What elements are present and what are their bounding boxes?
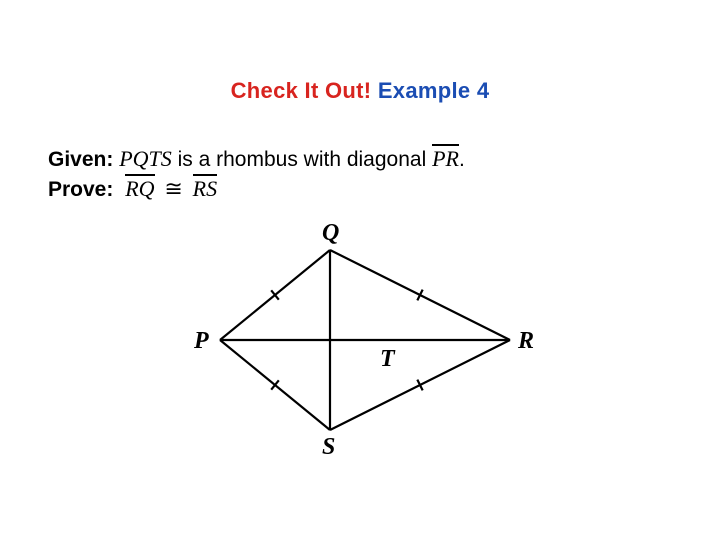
- vertex-label-Q: Q: [322, 220, 339, 246]
- title-part-1: Check It Out!: [231, 78, 378, 103]
- diagram-svg: P Q R S T: [180, 220, 540, 460]
- title-part-2: Example 4: [378, 78, 490, 103]
- slide: Check It Out! Example 4 Given: PQTS is a…: [0, 0, 720, 540]
- vertex-label-P: P: [193, 328, 209, 354]
- segment-RQ: RQ: [125, 176, 154, 202]
- vertex-label-S: S: [322, 434, 335, 460]
- given-shape: PQTS: [119, 146, 172, 171]
- congruent-symbol: ≅: [160, 176, 186, 201]
- vertex-label-R: R: [517, 328, 534, 354]
- given-text: is a rhombus with diagonal: [178, 148, 432, 171]
- given-line: Given: PQTS is a rhombus with diagonal P…: [48, 146, 465, 172]
- given-label: Given:: [48, 148, 113, 171]
- segment-RS: RS: [193, 176, 217, 202]
- prove-label: Prove:: [48, 178, 113, 201]
- title: Check It Out! Example 4: [0, 78, 720, 104]
- vertex-label-T: T: [380, 346, 396, 372]
- rhombus-diagram: P Q R S T: [180, 220, 540, 460]
- prove-line: Prove: RQ ≅ RS: [48, 176, 217, 202]
- segment-PR: PR: [432, 146, 459, 172]
- given-trailing: .: [459, 148, 465, 171]
